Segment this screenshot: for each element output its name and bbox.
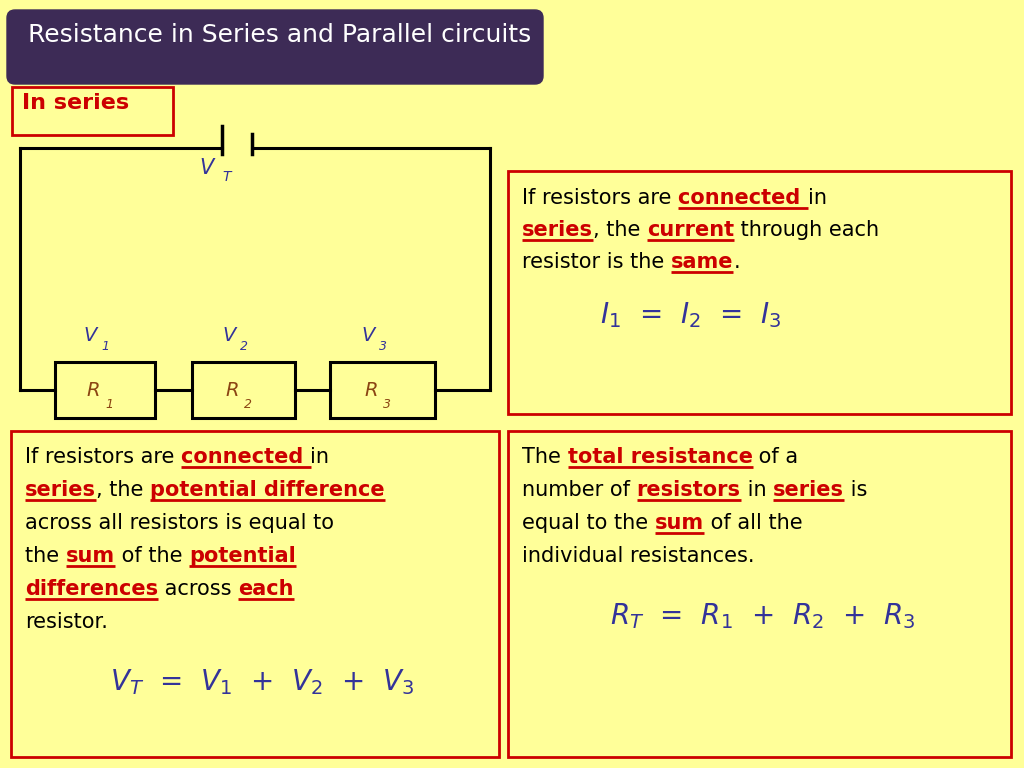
Text: R$_T$  =  R$_1$  +  R$_2$  +  R$_3$: R$_T$ = R$_1$ + R$_2$ + R$_3$ (610, 601, 915, 631)
Bar (55, 362, 155, 418)
FancyBboxPatch shape (12, 87, 173, 135)
Text: 2: 2 (188, 443, 196, 456)
Text: T: T (222, 170, 230, 184)
Text: sum: sum (654, 513, 703, 533)
Text: R: R (86, 380, 100, 399)
Text: resistors: resistors (637, 480, 740, 500)
Text: of all the: of all the (703, 513, 803, 533)
Text: R: R (364, 380, 378, 399)
FancyBboxPatch shape (7, 10, 543, 84)
Text: V$_T$  =  V$_1$  +  V$_2$  +  V$_3$: V$_T$ = V$_1$ + V$_2$ + V$_3$ (110, 667, 415, 697)
Text: 2: 2 (244, 398, 252, 411)
Text: the: the (25, 546, 66, 566)
Text: of a: of a (753, 447, 799, 467)
Text: V: V (361, 326, 375, 345)
Text: connected: connected (678, 188, 808, 208)
Text: series: series (522, 220, 593, 240)
Text: .: . (733, 252, 740, 272)
Text: in: in (808, 188, 826, 208)
Text: V: V (200, 158, 214, 178)
Text: same: same (671, 252, 733, 272)
Text: is: is (844, 480, 867, 500)
Text: In series: In series (22, 93, 129, 113)
Text: The: The (522, 447, 567, 467)
Text: current: current (647, 220, 734, 240)
Text: number of: number of (522, 480, 637, 500)
Text: I$_1$  =  I$_2$  =  I$_3$: I$_1$ = I$_2$ = I$_3$ (600, 300, 781, 329)
Text: in: in (310, 447, 330, 467)
Text: 3: 3 (383, 398, 390, 411)
Text: potential: potential (189, 546, 296, 566)
Text: across: across (158, 579, 239, 599)
Text: resistor.: resistor. (25, 612, 108, 632)
Text: V: V (84, 326, 97, 345)
Text: through each: through each (734, 220, 880, 240)
Text: If resistors are: If resistors are (522, 188, 678, 208)
Bar (193, 362, 295, 418)
Text: equal to the: equal to the (522, 513, 654, 533)
Text: individual resistances.: individual resistances. (522, 546, 755, 566)
Text: in: in (740, 480, 773, 500)
FancyBboxPatch shape (508, 431, 1011, 757)
Text: 1: 1 (101, 340, 109, 353)
Text: , the: , the (96, 480, 150, 500)
Text: connected: connected (181, 447, 310, 467)
Text: series: series (25, 480, 96, 500)
Text: each: each (239, 579, 294, 599)
Text: series: series (773, 480, 844, 500)
Text: Resistance in Series and Parallel circuits: Resistance in Series and Parallel circui… (28, 23, 531, 47)
Text: sum: sum (66, 546, 115, 566)
Text: , the: , the (593, 220, 647, 240)
Text: If resistors are: If resistors are (25, 447, 181, 467)
Text: 2: 2 (240, 340, 248, 353)
Text: V: V (222, 326, 236, 345)
Text: 3: 3 (379, 340, 386, 353)
Text: R: R (225, 380, 239, 399)
Text: resistor is the: resistor is the (522, 252, 671, 272)
Bar (330, 362, 435, 418)
Text: across all resistors is equal to: across all resistors is equal to (25, 513, 334, 533)
Text: of the: of the (115, 546, 189, 566)
Text: I: I (314, 430, 319, 449)
Text: potential difference: potential difference (150, 480, 385, 500)
Text: total resistance: total resistance (567, 447, 753, 467)
Text: I: I (176, 430, 182, 449)
Text: 3: 3 (326, 443, 334, 456)
FancyBboxPatch shape (11, 431, 499, 757)
Text: 1: 1 (51, 443, 59, 456)
Text: 1: 1 (105, 398, 113, 411)
Text: I: I (39, 430, 45, 449)
Text: differences: differences (25, 579, 158, 599)
FancyBboxPatch shape (508, 171, 1011, 414)
